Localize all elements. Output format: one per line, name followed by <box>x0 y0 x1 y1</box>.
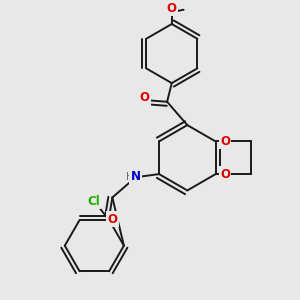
Text: Cl: Cl <box>87 195 100 208</box>
Text: N: N <box>131 170 141 183</box>
Text: O: O <box>167 2 177 15</box>
Text: O: O <box>107 213 117 226</box>
Text: O: O <box>220 135 230 148</box>
Text: H: H <box>126 172 134 182</box>
Text: O: O <box>220 168 230 181</box>
Text: O: O <box>140 91 149 104</box>
